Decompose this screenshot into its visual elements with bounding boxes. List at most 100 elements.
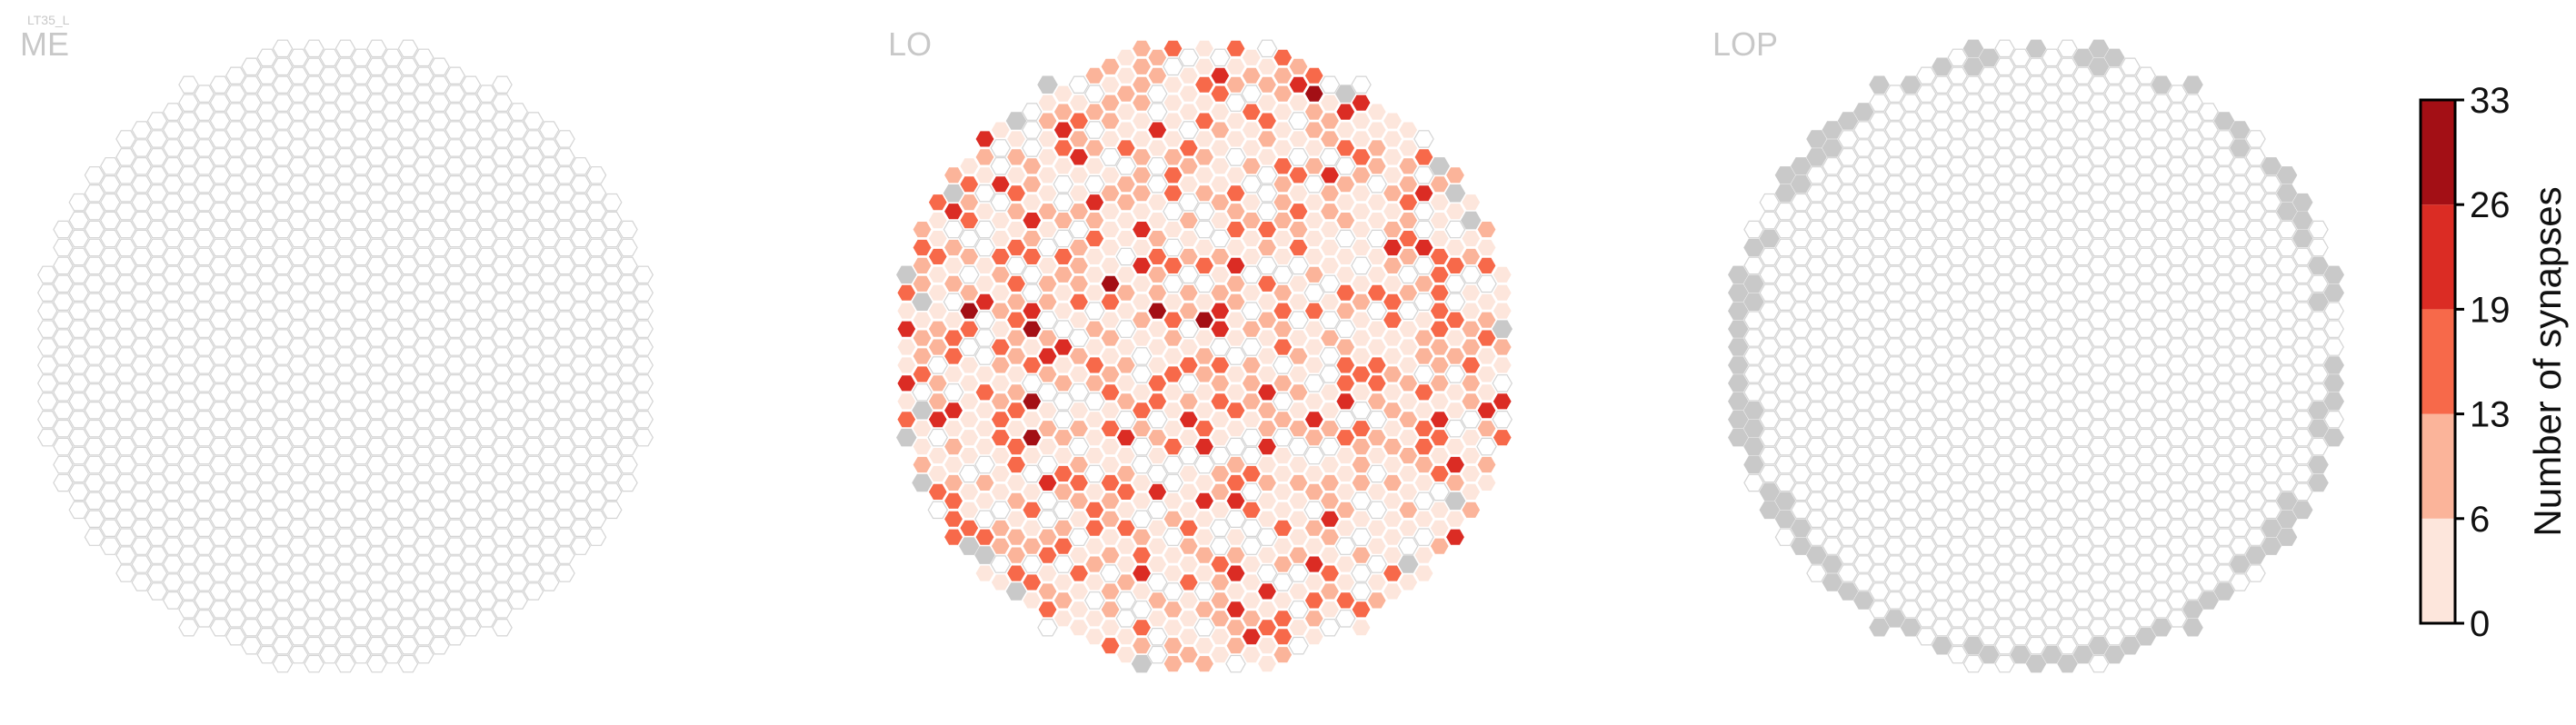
hex-cell (178, 564, 199, 582)
hex-cell (304, 184, 324, 203)
hex-cell (1791, 411, 1812, 429)
hex-cell (2072, 537, 2093, 555)
hex-cell-value (1366, 482, 1387, 502)
hex-cell (288, 537, 309, 555)
colorbar-segment (2421, 413, 2455, 519)
hex-cell-value (1210, 627, 1231, 646)
hex-cell (414, 482, 434, 502)
hex-cell (2042, 320, 2062, 338)
hex-cell (2182, 564, 2203, 582)
hex-cell (53, 402, 74, 420)
hex-cell (2198, 555, 2219, 573)
hex-cell (2104, 482, 2125, 502)
hex-cell (2213, 564, 2235, 582)
hex-cell-value (1163, 383, 1183, 402)
hex-cell (2025, 75, 2047, 94)
hex-cell (288, 338, 309, 356)
hex-cell (100, 356, 121, 374)
hex-cell (444, 482, 465, 502)
hex-cell-value (1068, 402, 1090, 420)
hex-cell-value (1193, 57, 1215, 76)
hex-cell (319, 193, 340, 212)
hex-cell-value (1429, 338, 1450, 356)
hex-cell (1319, 148, 1341, 166)
hex-cell-value (1303, 555, 1324, 573)
hex-cell (256, 482, 277, 502)
hex-cell (163, 175, 184, 194)
hex-cell (1853, 428, 1874, 447)
hex-cell (2120, 112, 2141, 130)
hex-cell-value (927, 193, 948, 212)
hex-cell (2182, 402, 2203, 420)
hex-cell (2245, 492, 2266, 511)
hex-cell (84, 492, 105, 511)
hex-cell-value (1335, 482, 1356, 502)
hex-cell (1869, 473, 1890, 492)
hex-cell-value (1053, 610, 1073, 628)
hex-cell-value (927, 338, 948, 356)
hex-cell (2135, 103, 2156, 121)
hex-cell-value (974, 274, 995, 293)
hex-cell (334, 311, 356, 329)
hex-cell (2261, 265, 2281, 284)
hex-cell (1806, 274, 1827, 293)
hex-cell (382, 193, 403, 212)
hex-cell-value (1022, 229, 1043, 248)
hex-cell-value (1005, 311, 1027, 329)
hex-cell (241, 419, 262, 438)
hex-cell (974, 329, 995, 347)
hex-cell (1147, 501, 1168, 520)
hex-cell (1979, 555, 2000, 573)
hex-cell (194, 482, 215, 502)
hex-cell (1791, 338, 1812, 356)
hex-cell-value (896, 302, 917, 320)
hex-cell-nodata (1791, 157, 1812, 175)
hex-cell (2245, 274, 2266, 293)
hex-cell (585, 202, 607, 221)
hex-cell-value (896, 338, 917, 356)
hex-cell (927, 501, 948, 520)
hex-cell (100, 446, 121, 465)
hex-cell-nodata (2135, 627, 2156, 646)
hex-cell-nodata (1791, 519, 1812, 538)
hex-cell (209, 166, 231, 184)
hex-cell (507, 247, 528, 266)
hex-cell (225, 139, 246, 157)
hex-cell (288, 247, 309, 266)
hex-cell (570, 356, 591, 374)
hex-cell (2167, 374, 2188, 392)
hex-cell (319, 302, 340, 320)
hex-cell (366, 383, 387, 402)
hex-cell (163, 537, 184, 555)
hex-cell-nodata (2182, 75, 2203, 94)
hex-cell (460, 546, 482, 564)
hex-cell (2230, 265, 2251, 284)
hex-cell (241, 492, 262, 511)
hex-cell (523, 256, 544, 275)
hex-cell (2230, 482, 2251, 502)
hex-cell (2151, 311, 2172, 329)
hex-cell-value (1131, 311, 1153, 329)
hex-cell (1822, 211, 1842, 230)
hex-cell-value (990, 265, 1011, 284)
hex-cell (84, 329, 105, 347)
hex-cell (414, 591, 434, 610)
hex-cell-value (1163, 94, 1183, 112)
hex-cell (2025, 365, 2047, 383)
hex-cell-value (1351, 437, 1372, 456)
hex-cell (1962, 130, 1984, 148)
hex-cell-value (1100, 383, 1121, 402)
hex-cell (178, 184, 199, 203)
hex-cell (37, 283, 58, 302)
hex-cell (288, 356, 309, 374)
hex-cell (241, 546, 262, 564)
hex-cell-nodata (1335, 84, 1356, 103)
hex-cell (2167, 157, 2188, 175)
hex-cell (366, 492, 387, 511)
hex-cell (163, 302, 184, 320)
hex-cell-value (1210, 356, 1231, 374)
hex-cell (146, 148, 168, 166)
hex-cell-value (1005, 383, 1027, 402)
hex-cell (2135, 338, 2156, 356)
hex-cell (602, 446, 623, 465)
